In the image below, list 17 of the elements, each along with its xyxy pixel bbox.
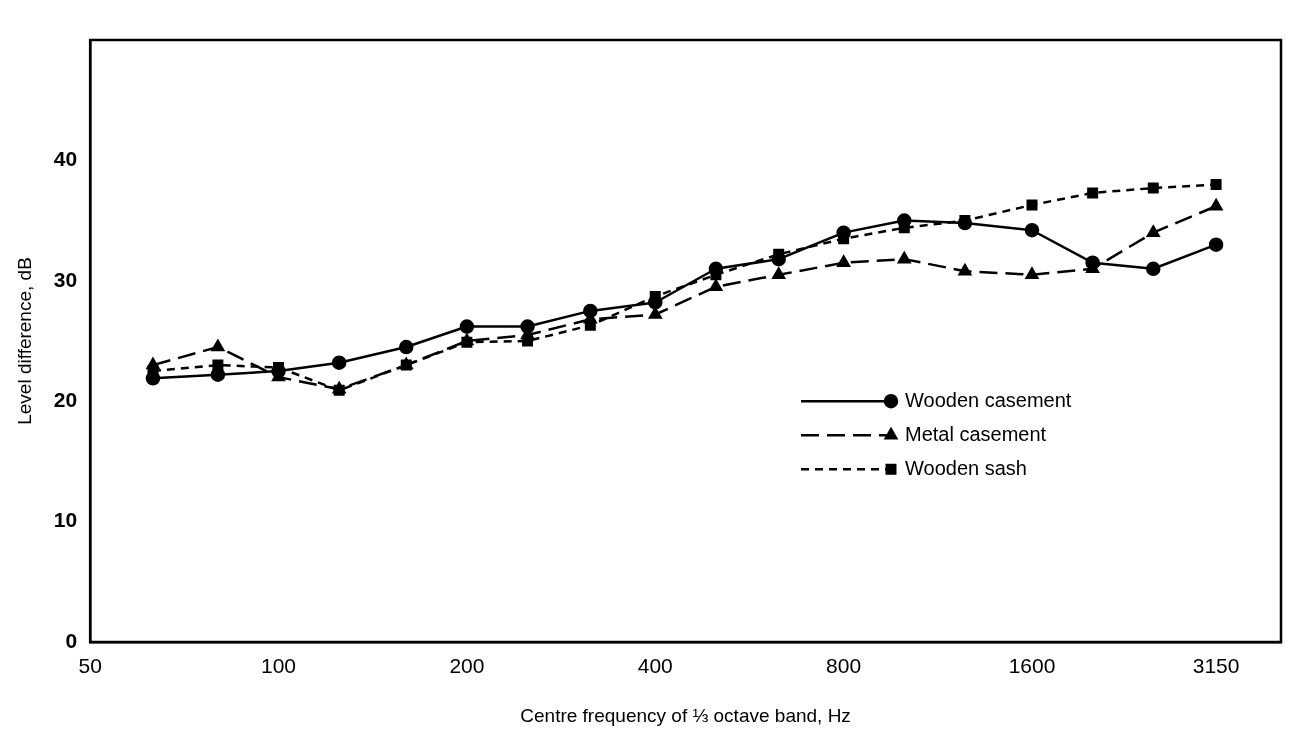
x-tick-label: 50: [78, 654, 102, 678]
y-tick-label: 30: [53, 267, 78, 291]
legend-label: Wooden casement: [905, 388, 1072, 411]
y-axis-title: Level difference, dB: [13, 257, 35, 425]
x-axis-title: Centre frequency of ⅓ octave band, Hz: [520, 704, 851, 726]
x-tick-label: 800: [826, 654, 862, 678]
y-tick-label: 20: [53, 388, 78, 411]
legend-label: Wooden sash: [905, 456, 1027, 479]
x-tick-label: 200: [449, 654, 485, 678]
x-tick-label: 400: [637, 654, 673, 678]
x-tick-label: 100: [261, 654, 297, 678]
y-tick-label: 10: [53, 508, 78, 532]
y-tick-label: 40: [53, 147, 78, 171]
x-tick-label: 3150: [1192, 654, 1240, 678]
y-tick-label: 0: [65, 628, 78, 652]
x-tick-label: 1600: [1008, 654, 1056, 678]
legend-label: Metal casement: [905, 422, 1047, 445]
